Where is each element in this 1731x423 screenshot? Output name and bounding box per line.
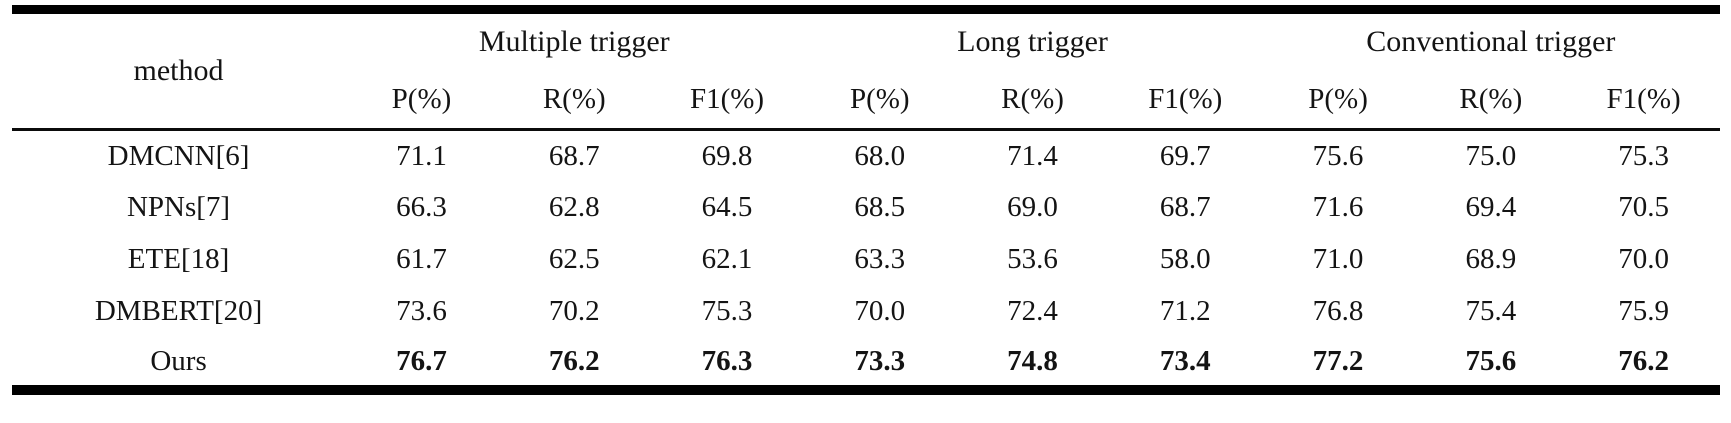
value-cell: 76.7 xyxy=(396,344,447,377)
value-cell: 71.2 xyxy=(1159,295,1211,327)
value-cell: 75.3 xyxy=(701,295,753,327)
value-cell: 69.0 xyxy=(1007,191,1058,223)
value-cell: 75.6 xyxy=(1312,139,1364,172)
value-cell: 75.6 xyxy=(1465,344,1517,377)
table-row: DMCNN[6] 71.1 68.7 69.8 68.0 71.4 69.7 7… xyxy=(12,130,1720,182)
value-cell: 69.4 xyxy=(1465,191,1517,223)
value-cell: 71.6 xyxy=(1312,191,1364,223)
value-cell: 75.0 xyxy=(1465,139,1517,172)
metric-header-p: P(%) xyxy=(345,70,498,131)
value-cell: 69.8 xyxy=(701,139,753,172)
value-cell: 74.8 xyxy=(1007,344,1058,377)
value-cell: 64.5 xyxy=(701,191,753,223)
metric-header-f1: F1(%) xyxy=(1567,70,1720,131)
table-row: ETE[18] 61.7 62.5 62.1 63.3 53.6 58.0 71… xyxy=(12,234,1720,286)
metric-header-r: R(%) xyxy=(1414,70,1568,131)
metric-header-p: P(%) xyxy=(1261,70,1415,131)
value-cell: 62.5 xyxy=(548,243,600,275)
table-row: DMBERT[20] 73.6 70.2 75.3 70.0 72.4 71.2… xyxy=(12,286,1720,338)
value-cell: 75.4 xyxy=(1465,295,1517,327)
value-cell: 70.2 xyxy=(548,295,600,327)
value-cell: 68.9 xyxy=(1465,243,1517,275)
value-cell: 68.7 xyxy=(548,139,600,172)
value-cell: 76.3 xyxy=(701,344,753,377)
value-cell: 76.2 xyxy=(548,344,600,377)
value-cell: 72.4 xyxy=(1007,295,1058,327)
value-cell: 69.7 xyxy=(1159,139,1211,172)
value-cell: 66.3 xyxy=(396,191,447,223)
value-cell: 77.2 xyxy=(1312,344,1364,377)
group-header-conventional-trigger: Conventional trigger xyxy=(1366,25,1616,58)
group-header-multiple-trigger: Multiple trigger xyxy=(478,25,670,58)
method-cell: ETE[18] xyxy=(127,243,230,275)
value-cell: 63.3 xyxy=(854,243,906,275)
value-cell: 73.3 xyxy=(854,344,906,377)
metric-header-f1: F1(%) xyxy=(650,70,804,131)
group-header-row: method Multiple trigger Long trigger Con… xyxy=(12,9,1720,131)
value-cell: 70.0 xyxy=(854,295,906,327)
table-row: NPNs[7] 66.3 62.8 64.5 68.5 69.0 68.7 71… xyxy=(12,182,1720,234)
metric-header-f1: F1(%) xyxy=(1108,70,1262,131)
value-cell: 70.5 xyxy=(1618,191,1669,223)
value-cell: 68.5 xyxy=(854,191,906,223)
value-cell: 71.0 xyxy=(1312,243,1364,275)
method-cell: DMCNN[6] xyxy=(107,139,250,172)
value-cell: 62.8 xyxy=(548,191,600,223)
value-cell: 76.2 xyxy=(1618,344,1669,377)
value-cell: 58.0 xyxy=(1159,243,1211,275)
value-cell: 73.6 xyxy=(396,295,447,327)
value-cell: 68.7 xyxy=(1159,191,1211,223)
value-cell: 71.4 xyxy=(1007,139,1058,172)
table-row-ours: Ours 76.7 76.2 76.3 73.3 74.8 73.4 77.2 … xyxy=(12,338,1720,390)
method-cell: Ours xyxy=(150,344,207,377)
value-cell: 71.1 xyxy=(396,139,447,172)
value-cell: 62.1 xyxy=(701,243,753,275)
value-cell: 76.8 xyxy=(1312,295,1364,327)
method-cell: DMBERT[20] xyxy=(94,295,263,327)
value-cell: 61.7 xyxy=(396,243,447,275)
metric-header-p: P(%) xyxy=(803,70,957,131)
value-cell: 53.6 xyxy=(1007,243,1058,275)
metric-header-r: R(%) xyxy=(497,70,651,131)
value-cell: 75.9 xyxy=(1618,295,1669,327)
group-header-long-trigger: Long trigger xyxy=(957,25,1108,58)
value-cell: 68.0 xyxy=(854,139,906,172)
column-header-method: method xyxy=(12,9,346,131)
value-cell: 70.0 xyxy=(1618,243,1669,275)
value-cell: 75.3 xyxy=(1618,139,1669,172)
value-cell: 73.4 xyxy=(1159,344,1211,377)
metric-header-r: R(%) xyxy=(956,70,1109,131)
method-cell: NPNs[7] xyxy=(126,191,231,223)
metric-header-row: P(%) R(%) F1(%) P(%) R(%) F1(%) P(%) R(%… xyxy=(12,70,1720,131)
results-table: method Multiple trigger Long trigger Con… xyxy=(12,5,1720,395)
